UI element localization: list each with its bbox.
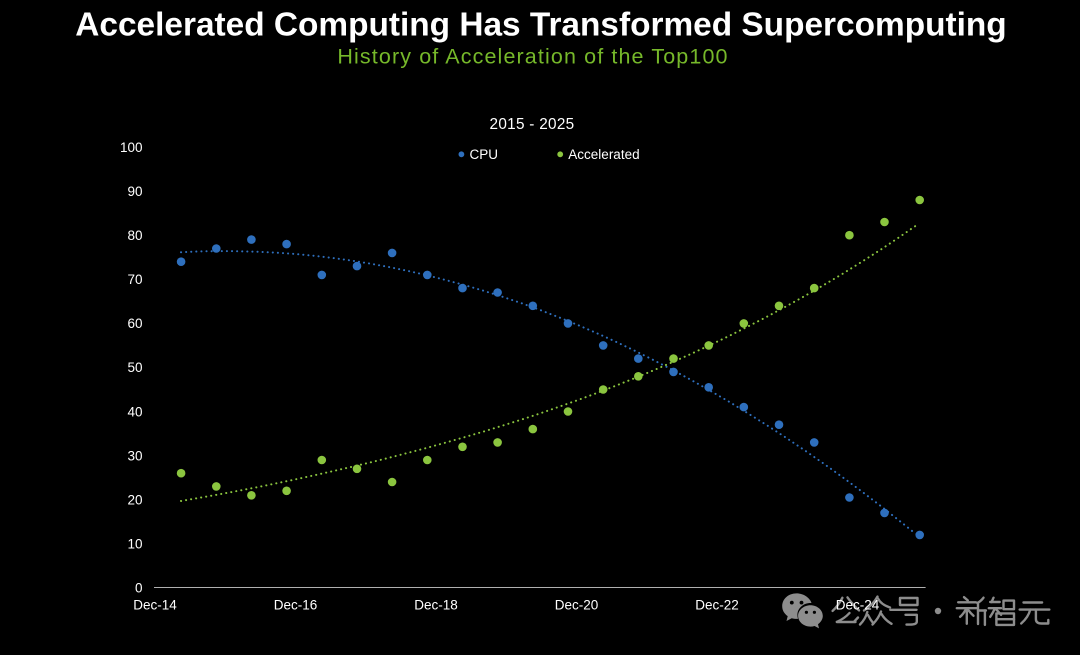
svg-text:Accelerated Computing Has Tran: Accelerated Computing Has Transformed Su… bbox=[75, 7, 1006, 44]
svg-text:70: 70 bbox=[127, 272, 142, 287]
svg-text:80: 80 bbox=[127, 228, 142, 243]
svg-text:10: 10 bbox=[127, 537, 142, 552]
svg-text:100: 100 bbox=[120, 140, 143, 155]
svg-text:60: 60 bbox=[127, 316, 142, 331]
svg-text:Dec-16: Dec-16 bbox=[274, 598, 318, 613]
svg-text:0: 0 bbox=[135, 581, 143, 596]
svg-text:CPU: CPU bbox=[470, 147, 499, 162]
svg-text:2015 - 2025: 2015 - 2025 bbox=[490, 116, 575, 133]
svg-text:40: 40 bbox=[127, 405, 142, 420]
svg-text:Dec-20: Dec-20 bbox=[555, 598, 599, 613]
svg-text:Accelerated: Accelerated bbox=[568, 147, 639, 162]
svg-text:50: 50 bbox=[127, 360, 142, 375]
svg-text:Dec-22: Dec-22 bbox=[695, 598, 739, 613]
svg-text:Dec-14: Dec-14 bbox=[133, 598, 177, 613]
svg-text:30: 30 bbox=[127, 449, 142, 464]
svg-text:History of Acceleration of the: History of Acceleration of the Top100 bbox=[337, 45, 728, 69]
svg-text:20: 20 bbox=[127, 493, 142, 508]
svg-text:Dec-24: Dec-24 bbox=[836, 598, 880, 613]
svg-text:Dec-18: Dec-18 bbox=[414, 598, 458, 613]
svg-text:90: 90 bbox=[127, 184, 142, 199]
